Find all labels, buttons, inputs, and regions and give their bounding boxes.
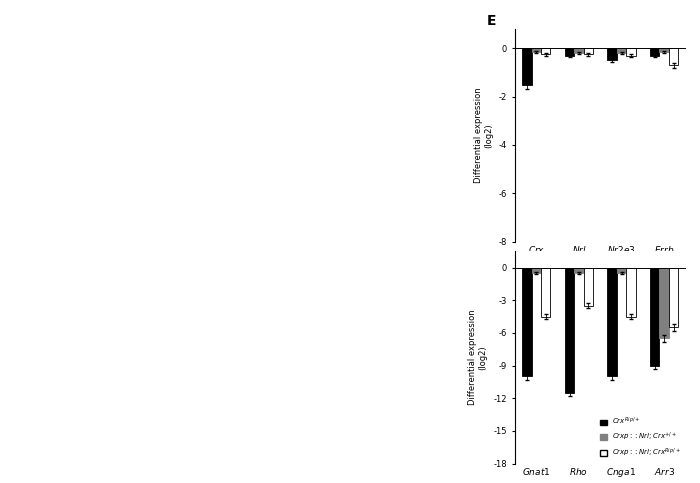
Text: E: E: [486, 14, 496, 28]
Bar: [659, 268, 668, 339]
Bar: [617, 48, 626, 53]
Bar: [565, 268, 574, 393]
Bar: [608, 48, 617, 60]
Bar: [541, 48, 550, 55]
Bar: [650, 268, 659, 366]
Bar: [626, 48, 636, 56]
Bar: [659, 48, 668, 52]
Bar: [541, 268, 550, 316]
Bar: [574, 268, 584, 273]
Y-axis label: Differential expression
(log2): Differential expression (log2): [473, 87, 493, 183]
Bar: [532, 268, 541, 273]
Legend: $\it{Crx}^{Rip/+}$, $\it{Crxp::Nrl;Crx}^{+/+}$, $\it{Crxp::Nrl;Crx}^{Rip/+}$: $\it{Crx}^{Rip/+}$, $\it{Crxp::Nrl;Crx}^…: [598, 414, 682, 460]
Bar: [626, 268, 636, 316]
Bar: [584, 268, 593, 306]
Y-axis label: Differential expression
(log2): Differential expression (log2): [468, 310, 488, 405]
Bar: [522, 48, 532, 85]
Bar: [574, 48, 584, 53]
Bar: [650, 48, 659, 56]
Bar: [584, 48, 593, 55]
Bar: [608, 268, 617, 376]
Bar: [668, 268, 678, 327]
Bar: [668, 48, 678, 65]
Bar: [532, 48, 541, 52]
Bar: [617, 268, 626, 273]
Bar: [565, 48, 574, 56]
Bar: [522, 268, 532, 376]
